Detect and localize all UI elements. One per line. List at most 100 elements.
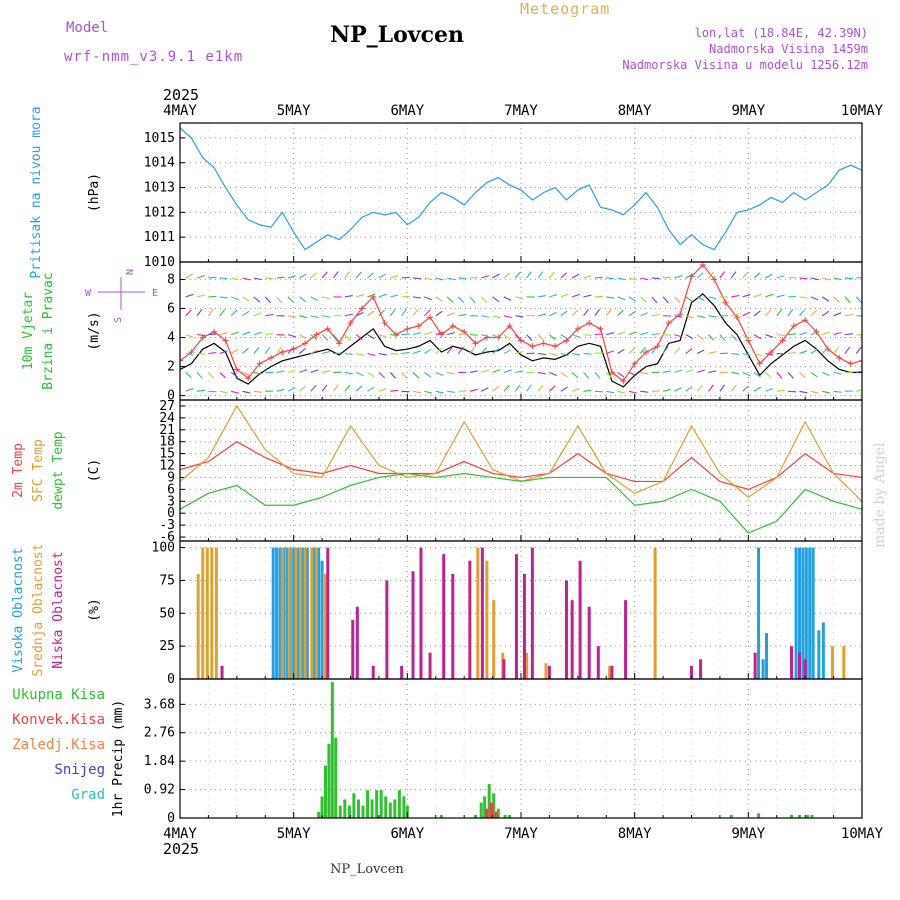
bar-visoka-oblacnost bbox=[817, 630, 821, 679]
series-group bbox=[180, 127, 862, 251]
wind-arrow bbox=[378, 309, 385, 317]
wind-arrow bbox=[776, 275, 785, 279]
bar-ukupna-kisa bbox=[343, 799, 347, 818]
bar-ukupna-kisa bbox=[503, 814, 507, 818]
bar-visoka-oblacnost bbox=[794, 547, 798, 679]
wind-arrow bbox=[435, 296, 443, 302]
bar-srednja-oblacnost bbox=[314, 547, 318, 679]
wind-arrow bbox=[446, 296, 454, 303]
top-date-label: 4MAY bbox=[163, 103, 197, 119]
y-tick-label: 0 bbox=[167, 389, 175, 404]
series-line-pressure bbox=[180, 127, 862, 251]
panel-ylabel: 10m Vjetar bbox=[21, 292, 36, 370]
wind-arrow bbox=[355, 385, 363, 392]
wind-arrow bbox=[401, 352, 410, 355]
wind-arrow bbox=[742, 311, 751, 317]
gust-marker bbox=[472, 340, 479, 347]
y-tick-label: 18 bbox=[159, 435, 175, 450]
wind-arrow bbox=[503, 334, 511, 341]
bar-niska-oblacnost bbox=[530, 547, 534, 679]
wind-arrow bbox=[526, 271, 532, 279]
wind-arrow bbox=[810, 331, 819, 336]
wind-arrow bbox=[844, 346, 851, 354]
wind-arrow bbox=[606, 350, 614, 355]
wind-arrow bbox=[344, 371, 353, 375]
panel-ylabel: dewpt Temp bbox=[51, 431, 66, 509]
wind-arrow bbox=[844, 313, 853, 317]
wind-arrow bbox=[401, 308, 407, 317]
wind-arrow bbox=[696, 272, 704, 279]
wind-arrow bbox=[549, 371, 557, 377]
top-date-label: 6MAY bbox=[390, 103, 424, 119]
wind-arrow bbox=[810, 390, 819, 394]
wind-arrow bbox=[821, 371, 830, 377]
wind-arrow bbox=[355, 311, 364, 317]
gust-marker bbox=[313, 331, 320, 338]
wind-arrow bbox=[447, 371, 456, 375]
wind-arrow bbox=[696, 334, 704, 341]
wind-arrow bbox=[662, 388, 671, 392]
wind-arrow bbox=[367, 352, 376, 357]
wind-arrow bbox=[560, 371, 568, 378]
bar-ukupna-kisa bbox=[483, 796, 487, 818]
bar-niska-oblacnost bbox=[610, 665, 614, 679]
precip-legend-item: Zaledj.Kisa bbox=[12, 737, 105, 753]
wind-arrow bbox=[753, 310, 761, 317]
panel-ylabel: Pritisak na nivou mora bbox=[29, 106, 44, 278]
wind-arrow bbox=[537, 352, 547, 356]
bar-ukupna-kisa bbox=[366, 790, 370, 818]
wind-arrow bbox=[674, 275, 683, 279]
wind-arrow bbox=[583, 389, 592, 392]
wind-arrow bbox=[230, 309, 238, 317]
wind-arrow bbox=[844, 333, 853, 336]
bar-visoka-oblacnost bbox=[292, 547, 296, 679]
wind-arrow bbox=[787, 308, 794, 317]
wind-arrow bbox=[628, 371, 637, 377]
precip-legend-item: Snijeg bbox=[54, 762, 105, 778]
wind-arrow bbox=[765, 352, 774, 356]
wind-arrow bbox=[344, 313, 353, 317]
wind-arrow bbox=[549, 334, 556, 341]
gust-marker bbox=[415, 322, 422, 329]
wind-arrow bbox=[514, 271, 521, 279]
wind-arrow bbox=[378, 388, 387, 392]
lonlat-text: lon,lat (18.84E, 42.39N) bbox=[694, 26, 868, 40]
wind-arrow bbox=[799, 296, 808, 299]
bottom-date-label: 7MAY bbox=[504, 826, 538, 842]
wind-arrow bbox=[492, 273, 500, 279]
series-line-dewpt-temp bbox=[180, 472, 862, 534]
wind-arrow bbox=[764, 309, 772, 317]
gust-marker bbox=[279, 349, 286, 356]
wind-arrow bbox=[469, 296, 476, 304]
wind-arrow bbox=[662, 370, 672, 373]
compass-cross bbox=[98, 277, 145, 310]
model-altitude-text: Nadmorska Visina u modelu 1256.12m bbox=[622, 58, 868, 72]
bar-ukupna-kisa bbox=[375, 790, 379, 818]
bar-niska-oblacnost bbox=[442, 554, 446, 679]
gust-marker bbox=[449, 322, 456, 329]
bar-niska-oblacnost bbox=[326, 547, 330, 679]
wind-arrow bbox=[481, 369, 490, 373]
bar-konvek-kisa bbox=[494, 811, 498, 818]
bottom-year-label: 2025 bbox=[163, 840, 199, 858]
wind-arrow bbox=[333, 334, 340, 342]
gust-marker bbox=[654, 343, 661, 350]
wind-arrow bbox=[208, 276, 217, 279]
compass-w: W bbox=[85, 288, 92, 299]
wind-arrow bbox=[526, 334, 533, 342]
wind-arrow bbox=[481, 275, 490, 279]
wind-arrow bbox=[242, 310, 250, 317]
wind-arrow bbox=[344, 334, 351, 341]
wind-arrow bbox=[810, 348, 818, 354]
wind-arrow bbox=[708, 351, 717, 355]
wind-arrow bbox=[242, 331, 251, 336]
wind-arrow bbox=[583, 294, 592, 298]
wind-arrow bbox=[651, 333, 660, 336]
y-tick-label: 1014 bbox=[144, 156, 175, 171]
bar-niska-oblacnost bbox=[624, 600, 628, 679]
wind-arrow bbox=[230, 348, 239, 354]
compass-n: N bbox=[125, 269, 136, 275]
bar-visoka-oblacnost bbox=[301, 547, 305, 679]
bar-niska-oblacnost bbox=[690, 665, 693, 679]
wind-arrow bbox=[742, 271, 749, 279]
